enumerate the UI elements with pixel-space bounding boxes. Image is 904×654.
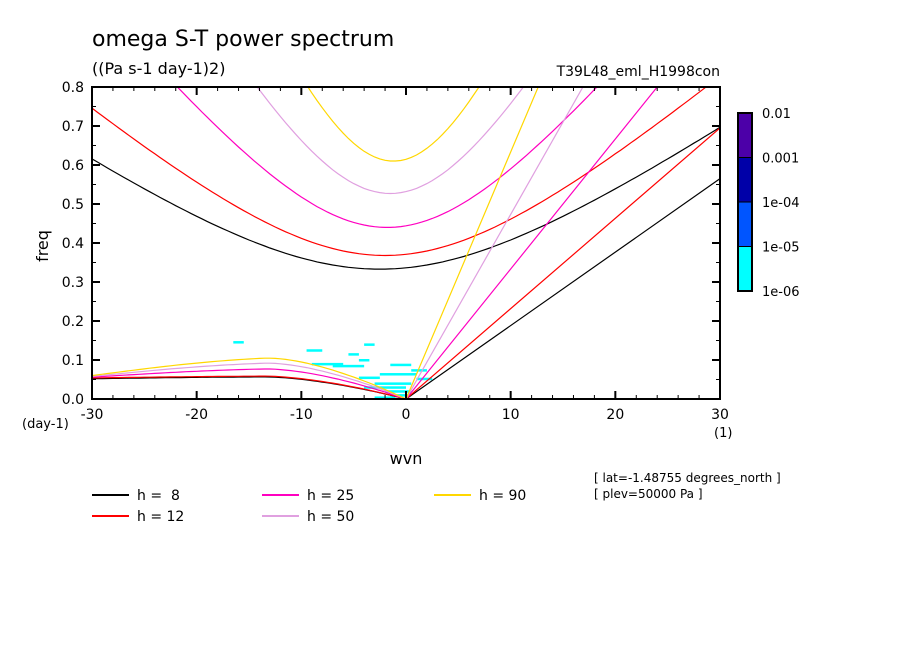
- power-shade-segment: [379, 373, 417, 376]
- kelvin-curve: [405, 87, 658, 399]
- x-tick-label: 10: [502, 407, 520, 423]
- kelvin-curve: [405, 178, 720, 399]
- power-shade-segment: [348, 353, 359, 356]
- y-tick-label: 0.7: [62, 119, 84, 135]
- annotation-plev: [ plev=50000 Pa ]: [594, 487, 703, 501]
- power-shade-segment: [364, 343, 375, 346]
- x-axis-label: wvn: [390, 449, 423, 468]
- y-tick-label: 0.4: [62, 236, 84, 252]
- x-tick-label: 20: [606, 407, 624, 423]
- legend-label: h = 50: [307, 509, 354, 525]
- y-tick-labels: 0.0 0.1 0.2 0.3 0.4 0.5 0.6 0.7 0.8: [62, 80, 84, 408]
- colorbar-swatch: [737, 246, 753, 292]
- chart-subtitle: ((Pa s-1 day-1)2): [92, 59, 225, 78]
- colorbar-label: 0.001: [762, 152, 799, 167]
- colorbar-swatch: [737, 201, 753, 247]
- power-shade-segment: [390, 394, 412, 397]
- x-tick-label: -30: [81, 407, 104, 423]
- inertia-gravity-curve: [256, 87, 525, 195]
- colorbar-label: 1e-04: [762, 196, 800, 211]
- inertia-gravity-curve: [176, 87, 598, 228]
- power-shade-segment: [374, 382, 412, 385]
- x-tick-labels: -30 -20 -10 0 10 20 30: [81, 407, 729, 423]
- x-tick-label: 0: [402, 407, 411, 423]
- kelvin-curve: [405, 87, 584, 399]
- x-unit-label: (1): [714, 426, 732, 441]
- power-shade-segment: [385, 390, 412, 393]
- mrg-curve: [92, 357, 407, 399]
- y-tick-label: 0.0: [62, 392, 84, 408]
- power-shade-segment: [306, 349, 323, 352]
- x-tick-label: 30: [711, 407, 729, 423]
- colorbar-label: 0.01: [762, 107, 791, 122]
- axis-ticks: [91, 86, 721, 400]
- y-tick-label: 0.1: [62, 353, 84, 369]
- legend: h = 8 h = 12 h = 25 h = 50 h = 90: [92, 488, 526, 525]
- power-shade-segment: [416, 377, 433, 381]
- power-shade-segment: [411, 369, 427, 372]
- kelvin-curve: [405, 87, 539, 399]
- inertia-gravity-curve: [307, 87, 480, 162]
- x-tick-label: -20: [185, 407, 208, 423]
- inertia-gravity-curve: [92, 87, 707, 257]
- kelvin-curve: [405, 127, 720, 399]
- y-unit-label: (day-1): [22, 417, 69, 432]
- plot-frame: [91, 86, 721, 400]
- colorbar-label: 1e-06: [762, 285, 800, 300]
- power-shade-segment: [233, 341, 244, 344]
- y-tick-label: 0.2: [62, 314, 84, 330]
- power-shade-segment: [364, 386, 406, 389]
- mrg-curve: [92, 375, 407, 399]
- colorbar: 0.01 0.001 1e-04 1e-05 1e-06: [737, 107, 800, 300]
- y-tick-label: 0.6: [62, 158, 84, 174]
- power-shade-segment: [358, 359, 370, 362]
- mrg-curve: [92, 368, 407, 399]
- chart-title: omega S-T power spectrum: [92, 27, 394, 52]
- legend-label: h = 8: [137, 488, 180, 504]
- colorbar-frame: [737, 112, 753, 292]
- dispersion-curves: [92, 87, 720, 399]
- colorbar-label: 1e-05: [762, 241, 800, 256]
- colorbar-swatch: [737, 112, 753, 158]
- power-shade-segment: [332, 364, 365, 368]
- colorbar-swatch: [737, 157, 753, 203]
- power-shade-segment: [390, 363, 412, 367]
- power-shade-segment: [358, 376, 380, 380]
- annotation-lat: [ lat=-1.48755 degrees_north ]: [594, 471, 781, 485]
- y-tick-label: 0.5: [62, 197, 84, 213]
- legend-label: h = 12: [137, 509, 184, 525]
- y-tick-label: 0.3: [62, 275, 84, 291]
- power-shade-segment: [311, 362, 344, 366]
- mrg-curve: [92, 362, 407, 399]
- y-axis-label: freq: [33, 230, 52, 262]
- x-tick-label: -10: [290, 407, 313, 423]
- inertia-gravity-curve: [92, 126, 720, 270]
- run-label: T39L48_eml_H1998con: [556, 64, 720, 80]
- y-tick-label: 0.8: [62, 80, 84, 96]
- legend-label: h = 90: [479, 488, 526, 504]
- legend-label: h = 25: [307, 488, 354, 504]
